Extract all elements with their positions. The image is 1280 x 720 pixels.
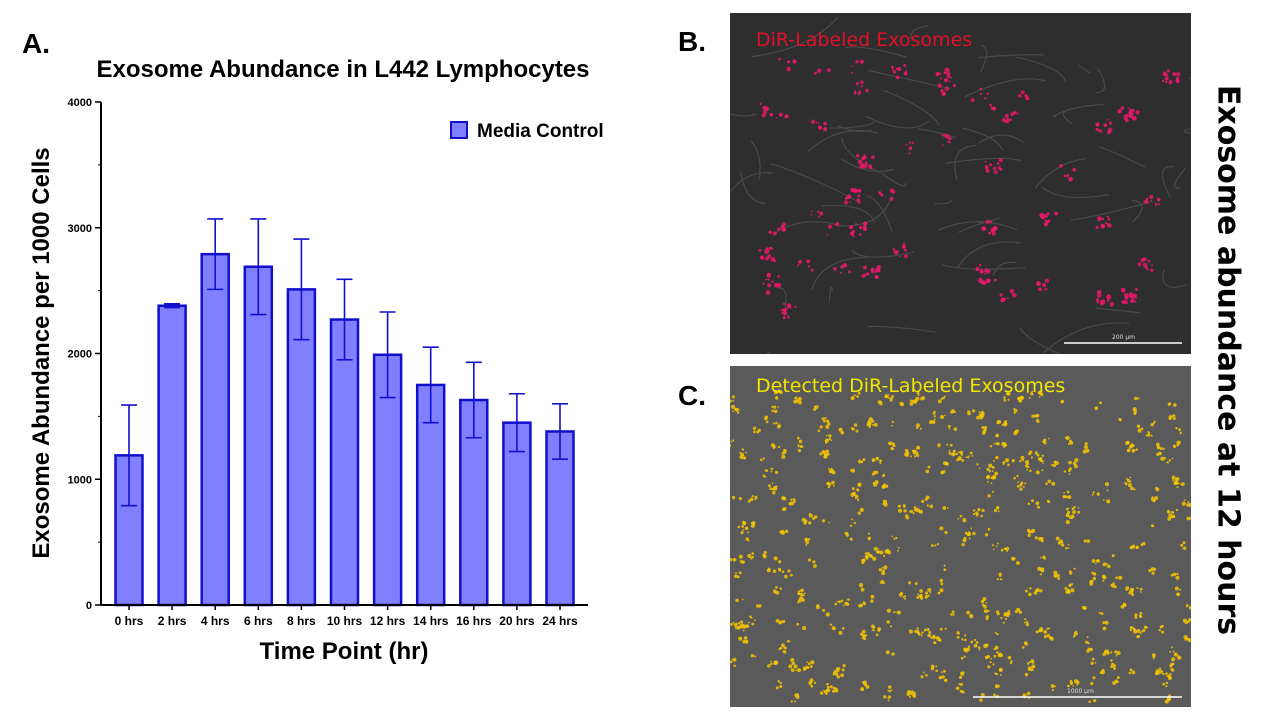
- y-tick-label: 0: [86, 600, 92, 612]
- x-tick-label: 2 hrs: [158, 614, 187, 628]
- x-tick-label: 16 hrs: [456, 614, 492, 628]
- x-tick-label: 10 hrs: [327, 614, 363, 628]
- error-bar: [164, 303, 181, 309]
- bar-10-hrs: [329, 318, 360, 607]
- error-bar: [293, 238, 310, 341]
- y-axis-label: Exosome Abundance per 1000 Cells: [28, 147, 55, 558]
- error-bar: [207, 218, 224, 291]
- x-tick-label: 6 hrs: [244, 614, 273, 628]
- error-bar: [422, 346, 439, 424]
- error-bar: [552, 402, 568, 460]
- y-tick-label: 2000: [68, 349, 92, 361]
- axes-layer: 0 hrs 2 hrs 4 hrs 6 hrs 8 hrs 10 hrs 12 hrs 14 …: [68, 97, 588, 628]
- x-tick-label: 4 hrs: [201, 614, 230, 628]
- panel-a-label: A.: [22, 28, 50, 59]
- microscopy-image-b: DiR-Labeled Exosomes 200 µm: [730, 13, 1191, 354]
- scale-bar-b-label: 200 µm: [1112, 334, 1136, 341]
- image-b-caption: DiR-Labeled Exosomes: [756, 29, 973, 51]
- microscopy-image-c: Detected DiR-Labeled Exosomes 1000 µm: [730, 366, 1191, 707]
- x-tick-label: 14 hrs: [413, 614, 449, 628]
- bars-layer: [114, 218, 575, 607]
- x-tick-label: 20 hrs: [499, 614, 535, 628]
- scale-bar-c-label: 1000 µm: [1067, 688, 1094, 695]
- side-title: Exosome abundance at 12 hours: [1210, 84, 1246, 636]
- y-tick-label: 4000: [68, 97, 92, 109]
- bar-2-hrs: [157, 304, 187, 607]
- legend: Media Control: [450, 121, 604, 142]
- y-tick-label: 1000: [68, 474, 92, 486]
- panel-c-label: C.: [678, 380, 706, 411]
- x-tick-label: 8 hrs: [287, 614, 316, 628]
- bar-4-hrs: [200, 252, 230, 607]
- error-bar: [508, 392, 525, 453]
- legend-swatch: [450, 121, 468, 139]
- bar-6-hrs: [243, 265, 274, 607]
- x-tick-label: 24 hrs: [542, 614, 578, 628]
- fluorescence-micrograph: [730, 13, 1191, 354]
- bar-chart: Exosome Abundance in L442 Lymphocytes Ex…: [28, 56, 604, 665]
- detection-overlay-image: [730, 366, 1191, 707]
- x-tick-label: 0 hrs: [115, 614, 144, 628]
- y-tick-label: 3000: [68, 223, 92, 235]
- legend-label: Media Control: [477, 121, 604, 142]
- error-bar: [121, 404, 137, 507]
- panel-b-label: B.: [678, 26, 706, 57]
- x-tick-label: 12 hrs: [370, 614, 406, 628]
- error-bar: [250, 218, 267, 316]
- chart-title: Exosome Abundance in L442 Lymphocytes: [96, 56, 589, 83]
- error-bar: [379, 311, 396, 399]
- error-bar: [465, 361, 482, 439]
- image-c-caption: Detected DiR-Labeled Exosomes: [756, 375, 1066, 397]
- error-bar: [336, 278, 353, 361]
- x-axis-label: Time Point (hr): [260, 638, 429, 665]
